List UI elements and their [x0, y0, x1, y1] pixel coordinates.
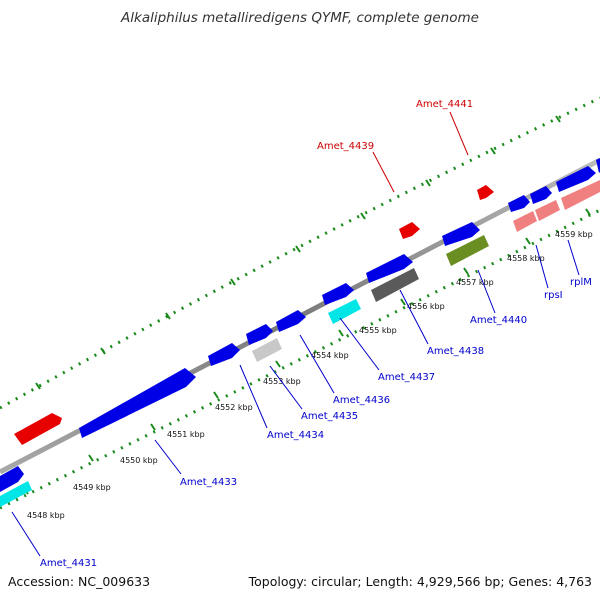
- gene-label-amet-4441[interactable]: Amet_4441: [416, 99, 473, 110]
- feature-cyan-left[interactable]: [0, 481, 32, 507]
- gene-amet-4439[interactable]: [399, 222, 420, 239]
- gene-blue-b[interactable]: [530, 186, 552, 204]
- inner-major-ticks: [23, 208, 591, 495]
- gene-leader-lines: [11, 111, 580, 557]
- kbp-label: 4557 kbp: [456, 278, 494, 287]
- gene-amet-4440-blue[interactable]: [442, 222, 480, 246]
- kbp-label: 4551 kbp: [167, 430, 205, 439]
- gene-label-amet-4434[interactable]: Amet_4434: [267, 430, 324, 441]
- outer-tick-track: [0, 96, 600, 410]
- gene-label-amet-4437[interactable]: Amet_4437: [378, 372, 435, 383]
- feature-darkgray-4438[interactable]: [371, 268, 419, 302]
- gene-amet-4437[interactable]: [322, 283, 354, 305]
- kbp-label: 4549 kbp: [73, 483, 111, 492]
- gene-label-amet-4440[interactable]: Amet_4440: [470, 315, 527, 326]
- kbp-label: 4555 kbp: [359, 326, 397, 335]
- kbp-label: 4556 kbp: [407, 302, 445, 311]
- kbp-label: 4552 kbp: [215, 403, 253, 412]
- kbp-label: 4558 kbp: [507, 254, 545, 263]
- feature-pink-rpsi[interactable]: [513, 211, 537, 232]
- feature-pink-b[interactable]: [535, 200, 560, 221]
- gene-label-amet-4438[interactable]: Amet_4438: [427, 346, 484, 357]
- feature-pink-rplm[interactable]: [561, 180, 600, 210]
- feature-olive-4440[interactable]: [446, 235, 489, 266]
- kbp-label: 4554 kbp: [311, 351, 349, 360]
- outer-major-ticks: [35, 115, 561, 390]
- kbp-label: 4559 kbp: [555, 230, 593, 239]
- kbp-label: 4548 kbp: [27, 511, 65, 520]
- gene-blue-leftmost[interactable]: [0, 466, 24, 492]
- gene-label-amet-4436[interactable]: Amet_4436: [333, 395, 390, 406]
- gene-label-amet-4431[interactable]: Amet_4431: [40, 558, 97, 569]
- gene-amet-4433[interactable]: [79, 368, 196, 438]
- gene-label-amet-4433[interactable]: Amet_4433: [180, 477, 237, 488]
- map-title: Alkaliphilus metalliredigens QYMF, compl…: [121, 10, 479, 26]
- gene-label-rplm[interactable]: rplM: [570, 277, 592, 288]
- gene-label-amet-4439[interactable]: Amet_4439: [317, 141, 374, 152]
- feature-lightgray-4435[interactable]: [252, 338, 282, 362]
- gene-red-left[interactable]: [14, 413, 62, 445]
- gene-amet-4441[interactable]: [477, 185, 494, 200]
- inner-tick-track: [0, 208, 600, 510]
- accession-text: Accession: NC_009633: [8, 574, 151, 589]
- feature-cyan-4437[interactable]: [328, 299, 361, 324]
- gene-amet-4435[interactable]: [246, 324, 273, 345]
- gene-rplm-blue[interactable]: [556, 166, 596, 192]
- gene-amet-4436[interactable]: [276, 310, 306, 332]
- kbp-label: 4550 kbp: [120, 456, 158, 465]
- gene-amet-4438-blue[interactable]: [366, 254, 413, 283]
- gene-label-amet-4435[interactable]: Amet_4435: [301, 411, 358, 422]
- gene-label-rpsi[interactable]: rpsI: [544, 290, 563, 301]
- gene-rpsi-blue[interactable]: [508, 195, 530, 212]
- genome-summary-text: Topology: circular; Length: 4,929,566 bp…: [248, 574, 592, 589]
- gene-amet-4434[interactable]: [208, 343, 240, 366]
- gene-blue-edge[interactable]: [596, 158, 600, 173]
